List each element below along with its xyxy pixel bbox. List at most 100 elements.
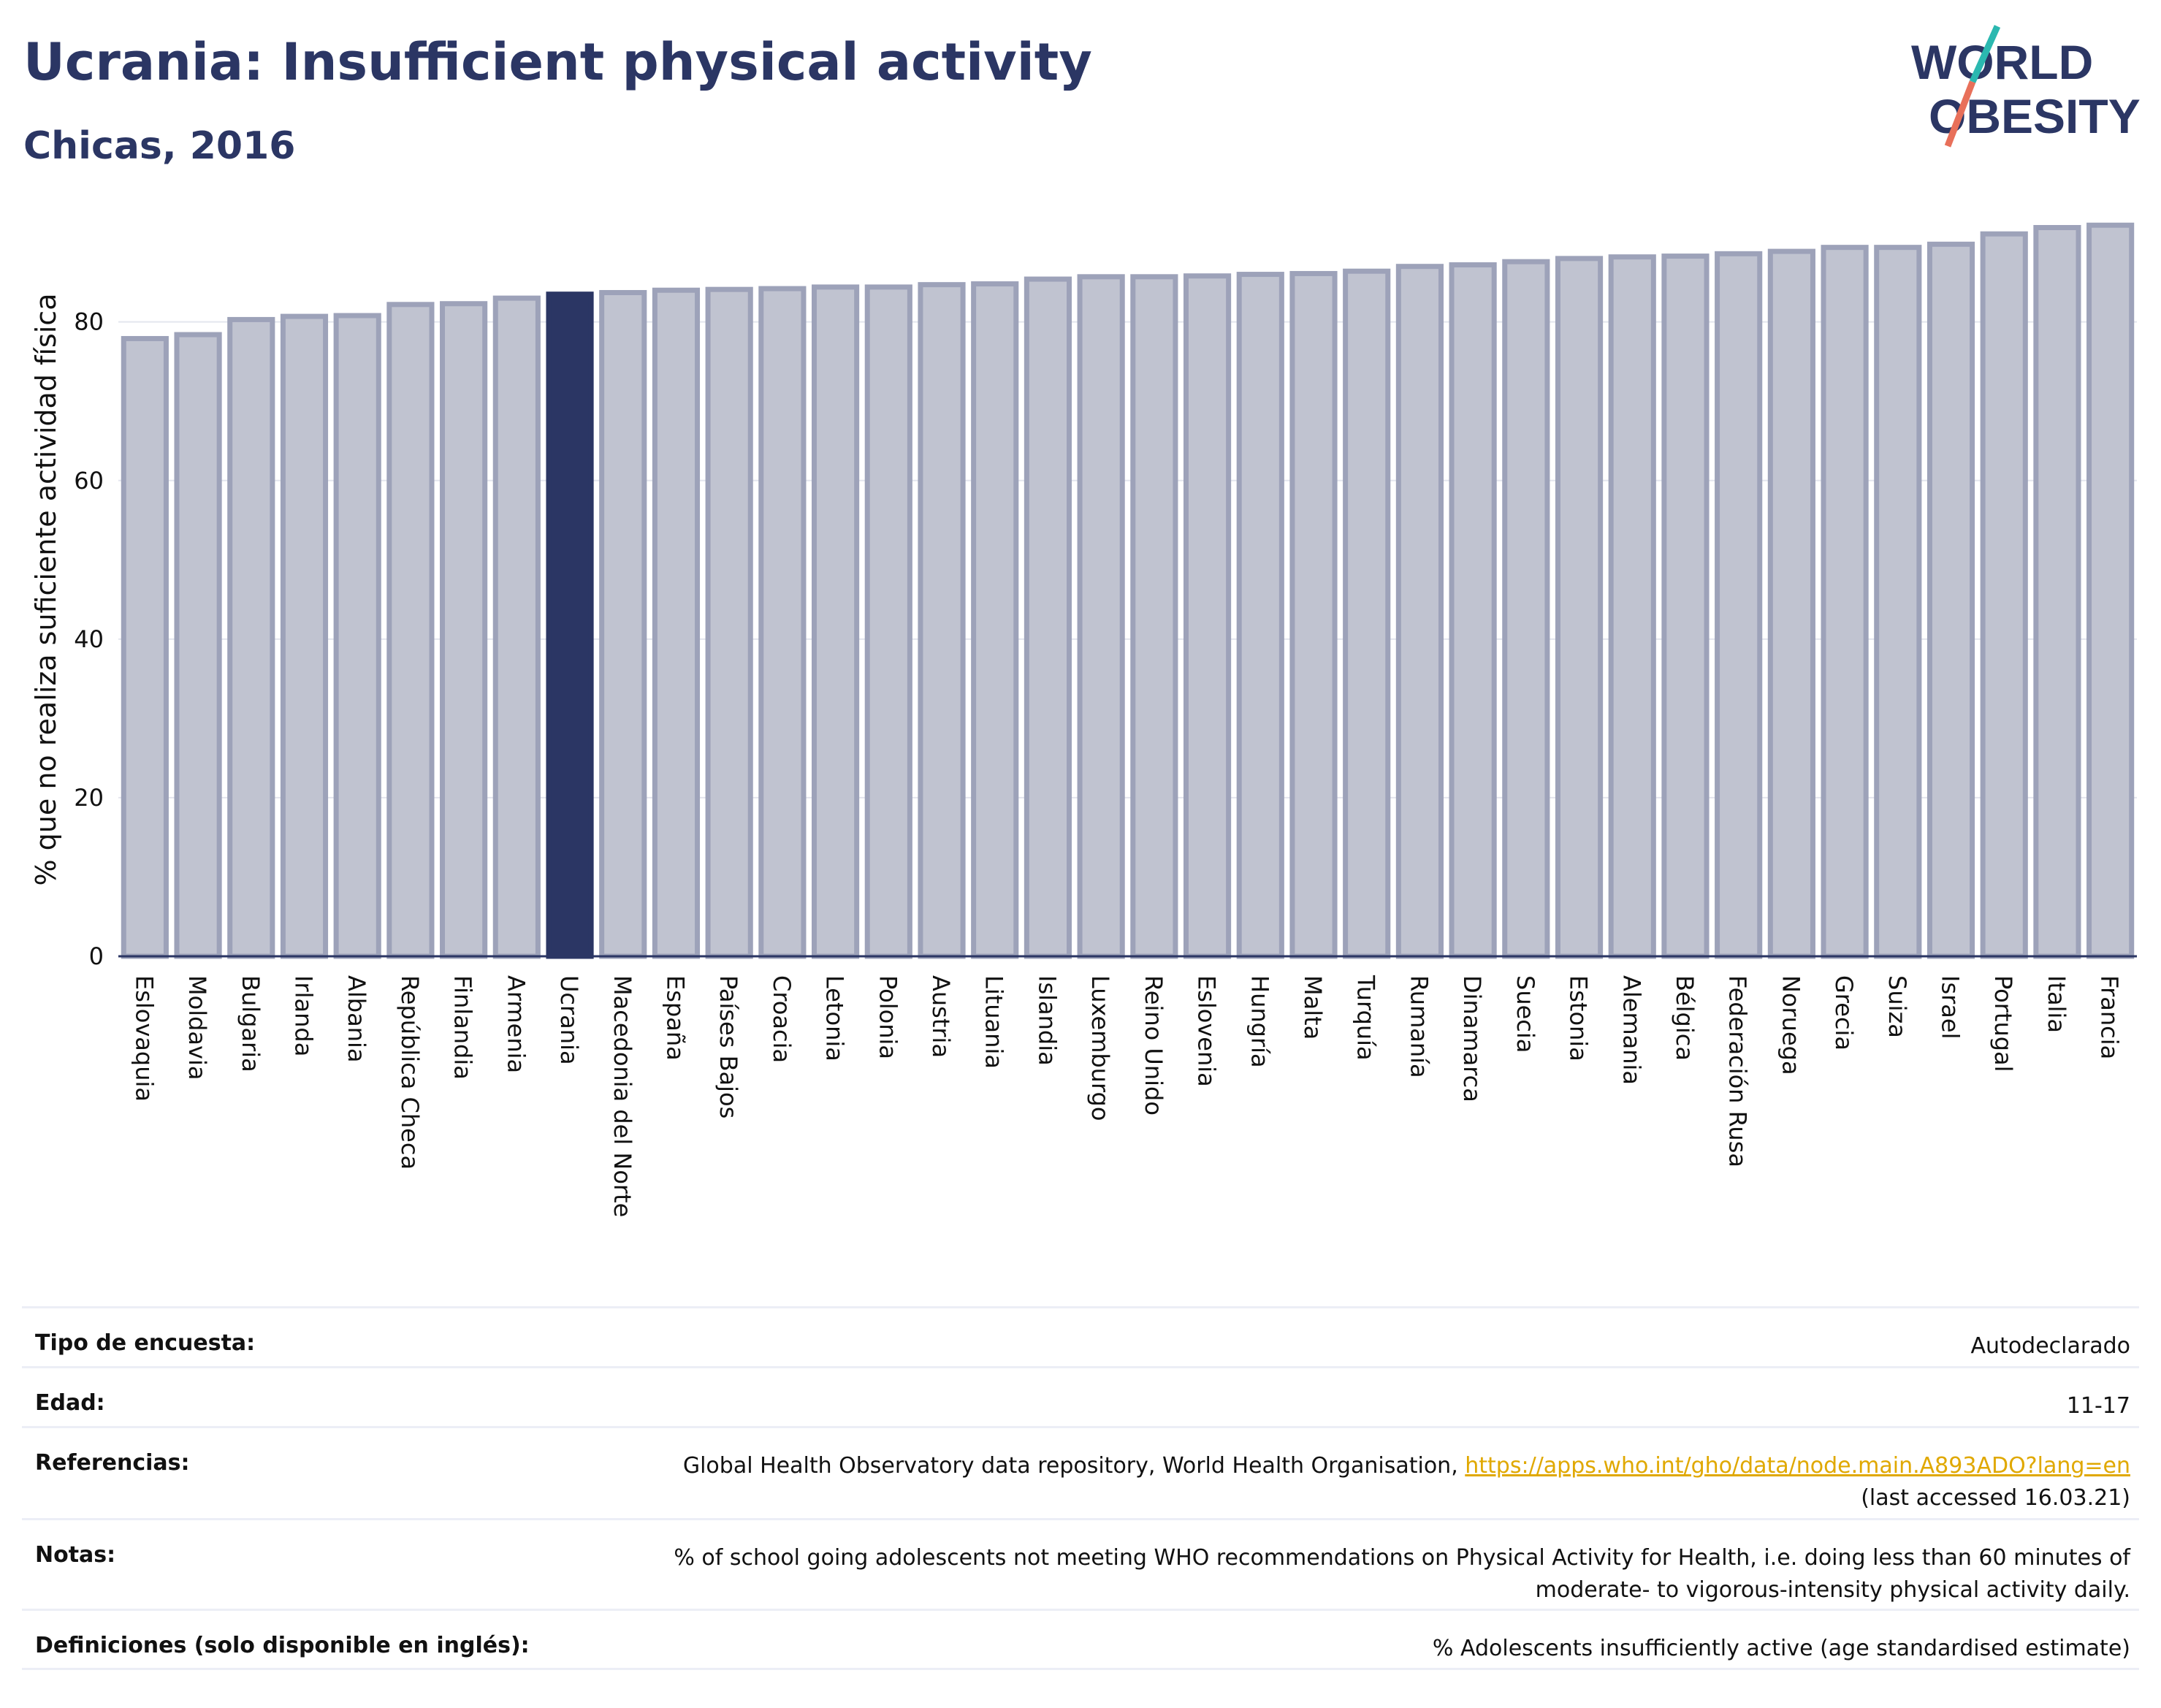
- bar-eslovaquia: [121, 335, 169, 959]
- bars: [121, 222, 2135, 959]
- x-tick-label: Irlanda: [289, 975, 317, 1056]
- x-tick-label: Albania: [343, 975, 370, 1062]
- x-tick-label: Eslovenia: [1193, 975, 1221, 1087]
- survey-type-value: Autodeclarado: [1970, 1333, 2130, 1359]
- logo-text-world: WORLD: [1911, 35, 2093, 89]
- bar-luxemburgo: [1077, 274, 1125, 959]
- definitions-row: Definiciones (solo disponible en inglés)…: [22, 1609, 2139, 1670]
- bar-lituania: [971, 281, 1019, 959]
- bar-dinamarca: [1449, 262, 1497, 959]
- bar-macedonia-del-norte: [599, 290, 647, 959]
- references-value: Global Health Observatory data repositor…: [683, 1450, 2130, 1514]
- x-tick-label: Israel: [1937, 975, 1964, 1039]
- y-tick-label: 40: [74, 625, 104, 653]
- references-link[interactable]: https://apps.who.int/gho/data/node.main.…: [1465, 1453, 2130, 1479]
- notes-line-1: % of school going adolescents not meetin…: [674, 1545, 2130, 1571]
- bar-croacia: [758, 286, 807, 959]
- x-tick-label: Polonia: [874, 975, 902, 1059]
- bar-italia: [2033, 225, 2081, 959]
- bar-turquía: [1343, 268, 1391, 959]
- x-tick-label: Federación Rusa: [1724, 975, 1752, 1167]
- x-tick-label: Rumanía: [1405, 975, 1433, 1078]
- y-tick-label: 60: [74, 467, 104, 495]
- x-tick-label: Eslovaquia: [130, 975, 158, 1102]
- x-tick-label: Luxemburgo: [1086, 975, 1114, 1121]
- x-tick-label: Hungría: [1246, 975, 1273, 1068]
- bar-eslovenia: [1183, 273, 1232, 959]
- y-tick-label: 20: [74, 784, 104, 812]
- x-tick-label: Croacia: [768, 975, 796, 1063]
- bar-irlanda: [280, 313, 329, 959]
- bar-españa: [652, 287, 701, 959]
- notes-label: Notas:: [35, 1542, 116, 1568]
- bar-chart: 0 20 40 60 80 Eslovaquia Moldavia Bulgaria Irla…: [30, 222, 2137, 1217]
- x-tick-label: Portugal: [1989, 975, 2017, 1072]
- bar-austria: [918, 282, 966, 959]
- age-row: Edad: 11-17: [22, 1366, 2139, 1426]
- bar-polonia: [864, 284, 912, 959]
- bar-ucrania: [546, 291, 594, 959]
- bar-letonia: [812, 284, 860, 959]
- x-tick-label: Suecia: [1512, 975, 1539, 1053]
- bar-noruega: [1767, 248, 1815, 959]
- chart-subtitle: Chicas, 2016: [23, 124, 296, 168]
- x-tick-label: Reino Unido: [1140, 975, 1167, 1116]
- y-tick-label: 80: [74, 308, 104, 336]
- bar-finlandia: [440, 301, 488, 959]
- bar-malta: [1289, 270, 1338, 959]
- world-obesity-logo: WORLD OBESITY: [1911, 25, 2141, 148]
- bar-alemania: [1608, 254, 1656, 959]
- bar-reino-unido: [1130, 274, 1178, 959]
- x-tick-label: Bulgaria: [237, 975, 264, 1072]
- x-tick-label: Francia: [2096, 975, 2124, 1059]
- bar-portugal: [1980, 231, 2028, 959]
- bar-albania: [333, 313, 381, 959]
- y-tick-label: 0: [89, 942, 104, 970]
- x-tick-label: Suiza: [1883, 975, 1911, 1038]
- age-value: 11-17: [2066, 1393, 2130, 1419]
- x-tick-label: Bélgica: [1671, 975, 1699, 1061]
- bar-países-bajos: [705, 286, 753, 959]
- x-tick-label: República Checa: [396, 975, 424, 1170]
- y-axis-label: % que no realiza suficiente actividad fí…: [30, 294, 62, 886]
- bar-islandia: [1024, 276, 1072, 959]
- x-tick-label: España: [661, 975, 689, 1061]
- x-tick-label: Dinamarca: [1458, 975, 1486, 1102]
- x-tick-label: Noruega: [1777, 975, 1804, 1075]
- age-label: Edad:: [35, 1390, 105, 1416]
- bar-israel: [1926, 241, 1975, 959]
- bar-bélgica: [1661, 253, 1710, 959]
- bar-rumanía: [1395, 264, 1444, 959]
- references-label: Referencias:: [35, 1450, 190, 1476]
- notes-line-2: moderate- to vigorous-intensity physical…: [1535, 1577, 2130, 1603]
- x-tick-label: Moldavia: [183, 975, 211, 1080]
- bar-francia: [2086, 222, 2135, 959]
- x-tick-label: Malta: [1299, 975, 1327, 1040]
- x-tick-label: Islandia: [1033, 975, 1061, 1066]
- x-tick-label: Armenia: [502, 975, 530, 1073]
- bar-hungría: [1236, 272, 1284, 959]
- survey-type-label: Tipo de encuesta:: [35, 1330, 256, 1356]
- info-table: Tipo de encuesta: Autodeclarado Edad: 11…: [22, 1306, 2139, 1670]
- survey-type-row: Tipo de encuesta: Autodeclarado: [22, 1306, 2139, 1366]
- x-tick-label: Italia: [2043, 975, 2070, 1033]
- x-tick-label: Austria: [927, 975, 955, 1058]
- logo-slash-teal: [1969, 25, 2001, 83]
- references-text: Global Health Observatory data repositor…: [682, 1453, 1466, 1479]
- x-tick-label: Finlandia: [449, 975, 477, 1080]
- y-tick-labels: 0 20 40 60 80: [74, 308, 104, 970]
- bar-moldavia: [174, 332, 222, 959]
- bar-armenia: [492, 295, 541, 959]
- bar-república-checa: [386, 302, 435, 959]
- bar-estonia: [1555, 256, 1604, 959]
- bar-bulgaria: [227, 316, 275, 959]
- bar-suiza: [1874, 245, 1922, 959]
- logo-slash-coral: [1944, 80, 1976, 148]
- x-tick-label: Turquía: [1352, 975, 1380, 1061]
- x-tick-label: Estonia: [1565, 975, 1593, 1061]
- bar-federación-rusa: [1715, 251, 1763, 959]
- x-tick-label: Ucrania: [555, 975, 583, 1065]
- x-tick-label: Macedonia del Norte: [609, 975, 636, 1217]
- x-tick-label: Lituania: [980, 975, 1008, 1069]
- x-tick-label: Grecia: [1830, 975, 1858, 1051]
